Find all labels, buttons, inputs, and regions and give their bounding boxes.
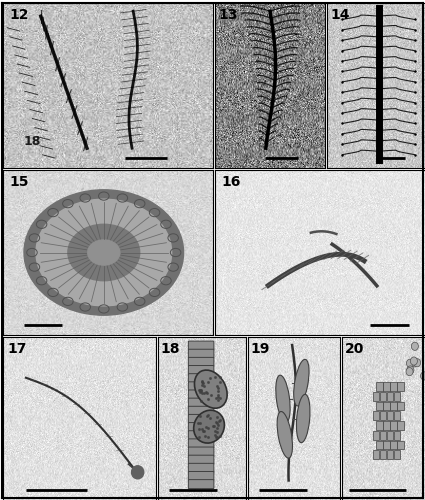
FancyBboxPatch shape [188,366,214,374]
Ellipse shape [411,342,418,350]
Bar [380,450,386,459]
FancyBboxPatch shape [188,464,214,472]
Ellipse shape [194,410,224,443]
Bar [397,382,404,391]
FancyBboxPatch shape [188,455,214,464]
Bar [387,392,393,400]
Ellipse shape [294,360,309,406]
Text: 15: 15 [9,175,29,189]
Bar [394,392,400,400]
Bar [380,431,386,440]
FancyBboxPatch shape [188,480,214,488]
Bar [391,382,397,391]
Ellipse shape [277,412,292,458]
Ellipse shape [276,375,290,422]
Text: 17: 17 [8,342,27,356]
Text: 14: 14 [330,8,350,22]
Circle shape [88,240,120,265]
Ellipse shape [414,358,421,367]
FancyBboxPatch shape [188,358,214,366]
Ellipse shape [411,359,418,367]
Bar [373,431,379,440]
Ellipse shape [421,372,425,380]
Ellipse shape [411,357,417,365]
FancyBboxPatch shape [188,406,214,415]
Bar [373,392,379,400]
Bar [383,440,390,450]
FancyBboxPatch shape [188,472,214,480]
Bar [380,412,386,420]
Bar [373,450,379,459]
Bar [391,402,397,410]
FancyBboxPatch shape [188,374,214,382]
FancyBboxPatch shape [188,439,214,448]
Bar [373,412,379,420]
FancyBboxPatch shape [188,390,214,399]
Ellipse shape [296,394,310,442]
Bar [387,431,393,440]
Text: 19: 19 [251,342,270,356]
Bar [376,382,382,391]
FancyBboxPatch shape [188,422,214,432]
Bar [397,440,404,450]
Ellipse shape [195,370,227,408]
Circle shape [24,190,184,315]
Text: 16: 16 [221,175,241,189]
Ellipse shape [406,359,414,368]
Bar [387,412,393,420]
Bar [394,412,400,420]
Text: 12: 12 [9,8,29,22]
FancyBboxPatch shape [188,341,214,350]
FancyBboxPatch shape [188,382,214,391]
FancyBboxPatch shape [188,349,214,358]
Bar [376,421,382,430]
Bar [383,421,390,430]
Bar [380,392,386,400]
FancyBboxPatch shape [188,414,214,424]
Circle shape [36,199,172,306]
Ellipse shape [407,366,414,374]
Bar [397,421,404,430]
Bar [387,450,393,459]
Bar [383,382,390,391]
Bar [383,402,390,410]
FancyBboxPatch shape [188,398,214,407]
Text: 18: 18 [24,135,41,148]
Text: 18: 18 [161,342,180,356]
Circle shape [131,466,144,479]
Circle shape [68,224,140,280]
Bar [394,450,400,459]
Bar [391,440,397,450]
FancyBboxPatch shape [188,447,214,456]
Bar [376,440,382,450]
Text: 20: 20 [345,342,364,356]
Bar [394,431,400,440]
Ellipse shape [406,368,413,376]
FancyBboxPatch shape [188,430,214,440]
Bar [376,402,382,410]
Text: 13: 13 [218,8,238,22]
Bar [391,421,397,430]
Bar [397,402,404,410]
